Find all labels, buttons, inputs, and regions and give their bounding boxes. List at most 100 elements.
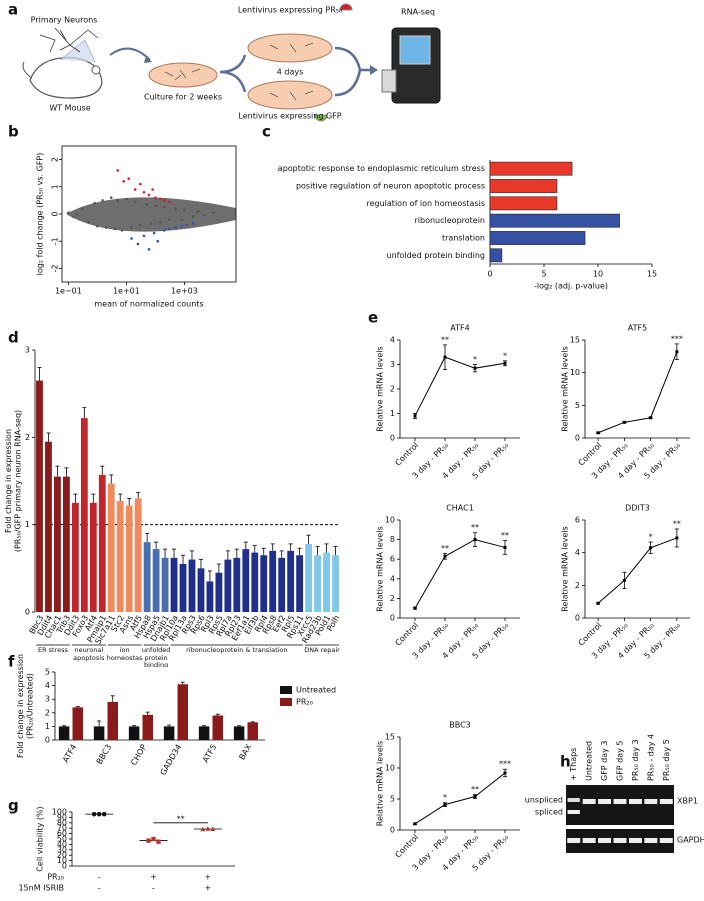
group-label: ER stress [37,647,68,654]
diagram-label: Culture for 2 weeks [144,93,222,102]
significance: ** [471,785,479,794]
y-tick-label: 6 [390,555,395,564]
y-tick-label: 15 [570,336,580,345]
diagram-label: Lentivirus expressing GFP [238,112,341,121]
gel-band [644,799,658,804]
panel-letter: c [262,123,271,141]
condition-sign: + [204,884,211,893]
bar [152,549,160,612]
bar [142,714,153,740]
y-axis-label: log₂ fold change (PR₅₀ vs. GFP) [36,153,45,276]
y-tick-label: -2 [51,264,60,272]
y-axis-label: Relative mRNA levels [376,526,385,611]
x-tick-label: 15 [647,270,657,279]
bar [170,557,178,612]
group-label: unfolded protein binding [141,647,171,667]
y-tick-label: 10 [385,516,395,525]
lane-label: + Thaps [569,748,578,781]
lane-label: GFP day 5 [616,740,625,781]
point [133,200,137,204]
y-tick-label: 3 [25,346,30,355]
condition-label: PR₂₀ [47,873,64,882]
point [413,606,417,610]
point [116,199,120,202]
gel-image [566,785,674,825]
chart-title: BBC3 [449,721,471,730]
group-label-box: DNA repair [304,647,340,654]
point [162,199,166,202]
point [146,838,151,843]
band-label: spliced [535,808,563,817]
y-tick-label: 10 [385,764,395,773]
gel-band [613,838,627,843]
group-label-box: ribonucleoprotein & translation [186,647,287,654]
y-tick-label: 3 [390,360,395,369]
line [414,356,506,417]
y-axis-label: Relative mRNA levels [561,526,570,611]
significance: * [503,351,507,360]
point [101,811,107,817]
lane-label: Untreated [585,741,594,781]
diagram-label: Primary Neurons [31,16,98,25]
condition-sign: - [152,884,155,893]
diagram-label: WT Mouse [49,104,90,113]
bar [161,557,169,612]
bar [98,474,106,612]
gel-band [567,838,581,843]
group-label-box: ER stress [37,647,68,654]
category-label: unfolded protein binding [387,251,486,260]
bar [296,555,304,612]
point [116,169,120,172]
condition-sign: - [98,873,101,882]
bar [128,726,140,740]
y-tick-label: 2 [51,157,60,162]
bar [179,563,187,612]
point [154,196,157,199]
y-axis-label: Relative mRNA levels [376,741,385,826]
bar [215,572,223,612]
y-tick-label: 1 [45,722,50,731]
bar [36,380,43,612]
bar [93,726,105,740]
x-axis-label: mean of normalized counts [94,300,203,309]
bar [116,501,124,612]
bar [489,161,573,176]
y-tick-label: 1 [390,409,395,418]
diagram-label: 4 days [277,68,304,77]
group-label: neuronal apoptosis [73,647,105,662]
bar [206,581,214,612]
panel-letter: d [8,329,19,347]
y-axis-label: (PR₂₀/Untreated) [25,673,34,739]
x-tick-label: 1e−01 [55,287,82,296]
point [596,601,600,605]
y-tick-label: 15 [385,733,395,742]
point [154,204,157,208]
bar [143,542,151,612]
category-label: regulation of ion homeostasis [367,199,486,208]
point [200,826,206,832]
y-tick-label: 2 [45,708,50,717]
gel-band [582,799,596,804]
point [167,218,171,221]
point [473,366,477,370]
y-tick-label: 5 [45,668,50,677]
line [597,351,678,434]
point [75,213,79,216]
lane-label: PR₅₀ day 5 [662,739,671,781]
point [152,231,156,235]
point [138,182,142,186]
y-tick-label: 4 [390,336,395,345]
category-label: ribonucleoprotein [415,216,486,225]
gene-label: GAPDH [677,836,704,845]
bar [251,552,259,612]
bar [489,196,558,211]
point [159,220,162,224]
x-tick-label: 0 [487,270,492,279]
bar [54,476,61,612]
chart-title: DDIT3 [625,504,650,513]
point [191,222,195,225]
line [597,537,678,604]
bar [163,726,175,740]
bar [233,726,245,740]
group-label-box: unfolded protein binding [141,647,171,667]
